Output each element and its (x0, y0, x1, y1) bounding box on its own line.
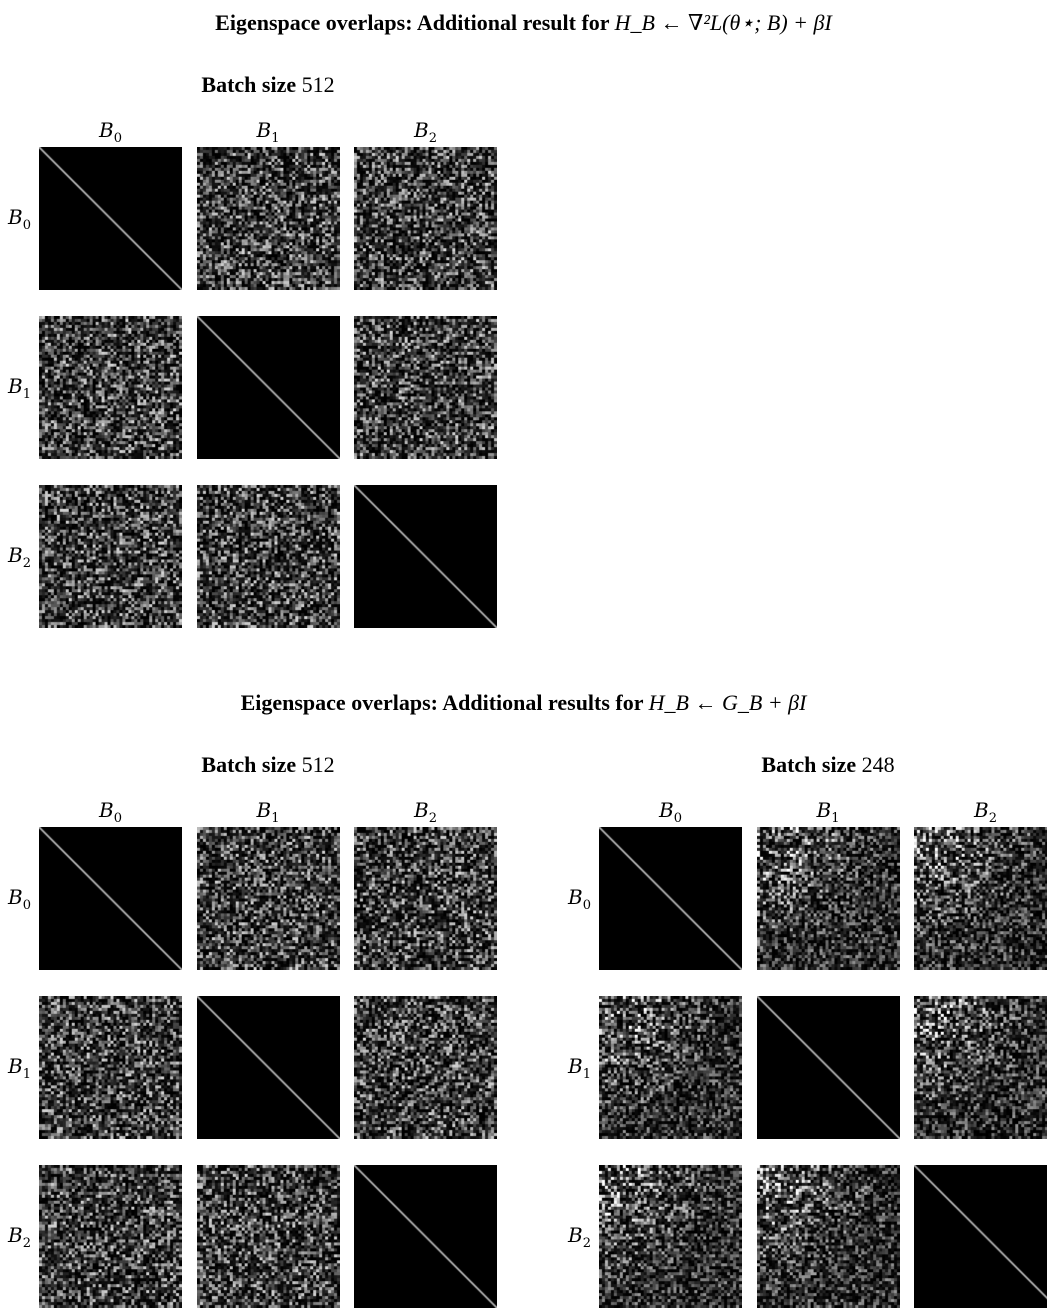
panel-2-title-label: Batch size (201, 752, 297, 777)
panel-3-heatmap-cell-r0-c0 (599, 827, 742, 970)
panel-3-title: Batch size 248 (668, 752, 988, 778)
section-1-title: Eigenspace overlaps: Additional result f… (0, 10, 1047, 36)
panel-1-heatmap-cell-r2-c1 (196, 485, 340, 628)
panel-3-heatmap-cell-r1-c1 (756, 996, 900, 1139)
panel-3-heatmap-cell-r1-c0 (599, 996, 742, 1139)
panel-3-col-label-2: B2 (974, 798, 997, 826)
panel-2-heatmap-cell-r1-c1 (196, 996, 340, 1139)
panel-1-heatmap-cell-r0-c2 (354, 147, 497, 290)
panel-3-heatmap-cell-r2-c2 (914, 1165, 1047, 1308)
panel-3-heatmap-cell-r1-c2 (914, 996, 1047, 1139)
panel-2-heatmap-cell-r0-c0 (39, 827, 182, 970)
panel-2-heatmap-cell-r1-c2 (354, 996, 497, 1139)
panel-3-row-label-2: B2 (568, 1222, 591, 1251)
section-2-formula: H_B ← G_B + βI (648, 690, 807, 715)
panel-2-col-label-2: B2 (414, 798, 437, 826)
panel-3-heatmap-cell-r0-c1 (756, 827, 900, 970)
panel-2-heatmap-cell-r0-c1 (196, 827, 340, 970)
panel-3-col-label-1: B1 (816, 798, 840, 826)
panel-1-title-value: 512 (296, 72, 335, 97)
panel-2-heatmap-cell-r2-c2 (354, 1165, 497, 1308)
panel-1-row-label-0: B0 (8, 204, 31, 233)
panel-1-col-label-1: B1 (256, 118, 280, 146)
section-1-title-text: Eigenspace overlaps: Additional result f… (215, 10, 615, 35)
panel-2-col-label-1: B1 (256, 798, 280, 826)
panel-1-row-label-1: B1 (8, 373, 31, 402)
panel-1-col-label-0: B0 (99, 118, 122, 146)
panel-2-row-label-2: B2 (8, 1222, 31, 1251)
section-2-title-text: Eigenspace overlaps: Additional results … (240, 690, 649, 715)
panel-3-row-label-1: B1 (568, 1053, 591, 1082)
panel-1-heatmap-cell-r1-c0 (39, 316, 182, 459)
panel-2-title-value: 512 (296, 752, 335, 777)
panel-2-heatmap-cell-r1-c0 (39, 996, 182, 1139)
panel-2-heatmap-cell-r0-c2 (354, 827, 497, 970)
panel-3-heatmap-cell-r2-c1 (756, 1165, 900, 1308)
panel-3-col-label-0: B0 (659, 798, 682, 826)
panel-2-heatmap-cell-r2-c0 (39, 1165, 182, 1308)
panel-2-heatmap-cell-r2-c1 (196, 1165, 340, 1308)
panel-1-title: Batch size 512 (108, 72, 428, 98)
panel-2-row-label-0: B0 (8, 884, 31, 913)
panel-1-title-label: Batch size (201, 72, 297, 97)
panel-3-row-label-0: B0 (568, 884, 591, 913)
panel-1-heatmap-cell-r0-c1 (196, 147, 340, 290)
panel-3-heatmap-cell-r0-c2 (914, 827, 1047, 970)
panel-3-title-label: Batch size (761, 752, 857, 777)
panel-1-heatmap-cell-r1-c1 (196, 316, 340, 459)
section-2-title: Eigenspace overlaps: Additional results … (0, 690, 1047, 716)
panel-1-heatmap-cell-r2-c0 (39, 485, 182, 628)
panel-1-row-label-2: B2 (8, 542, 31, 571)
panel-3-title-value: 248 (856, 752, 895, 777)
panel-2-col-label-0: B0 (99, 798, 122, 826)
panel-2-title: Batch size 512 (108, 752, 428, 778)
panel-1-heatmap-cell-r1-c2 (354, 316, 497, 459)
section-1-formula: H_B ← ∇²L(θ⋆; B) + βI (614, 10, 832, 35)
panel-2-row-label-1: B1 (8, 1053, 31, 1082)
panel-3-heatmap-cell-r2-c0 (599, 1165, 742, 1308)
panel-1-heatmap-cell-r2-c2 (354, 485, 497, 628)
panel-1-heatmap-cell-r0-c0 (39, 147, 182, 290)
panel-1-col-label-2: B2 (414, 118, 437, 146)
